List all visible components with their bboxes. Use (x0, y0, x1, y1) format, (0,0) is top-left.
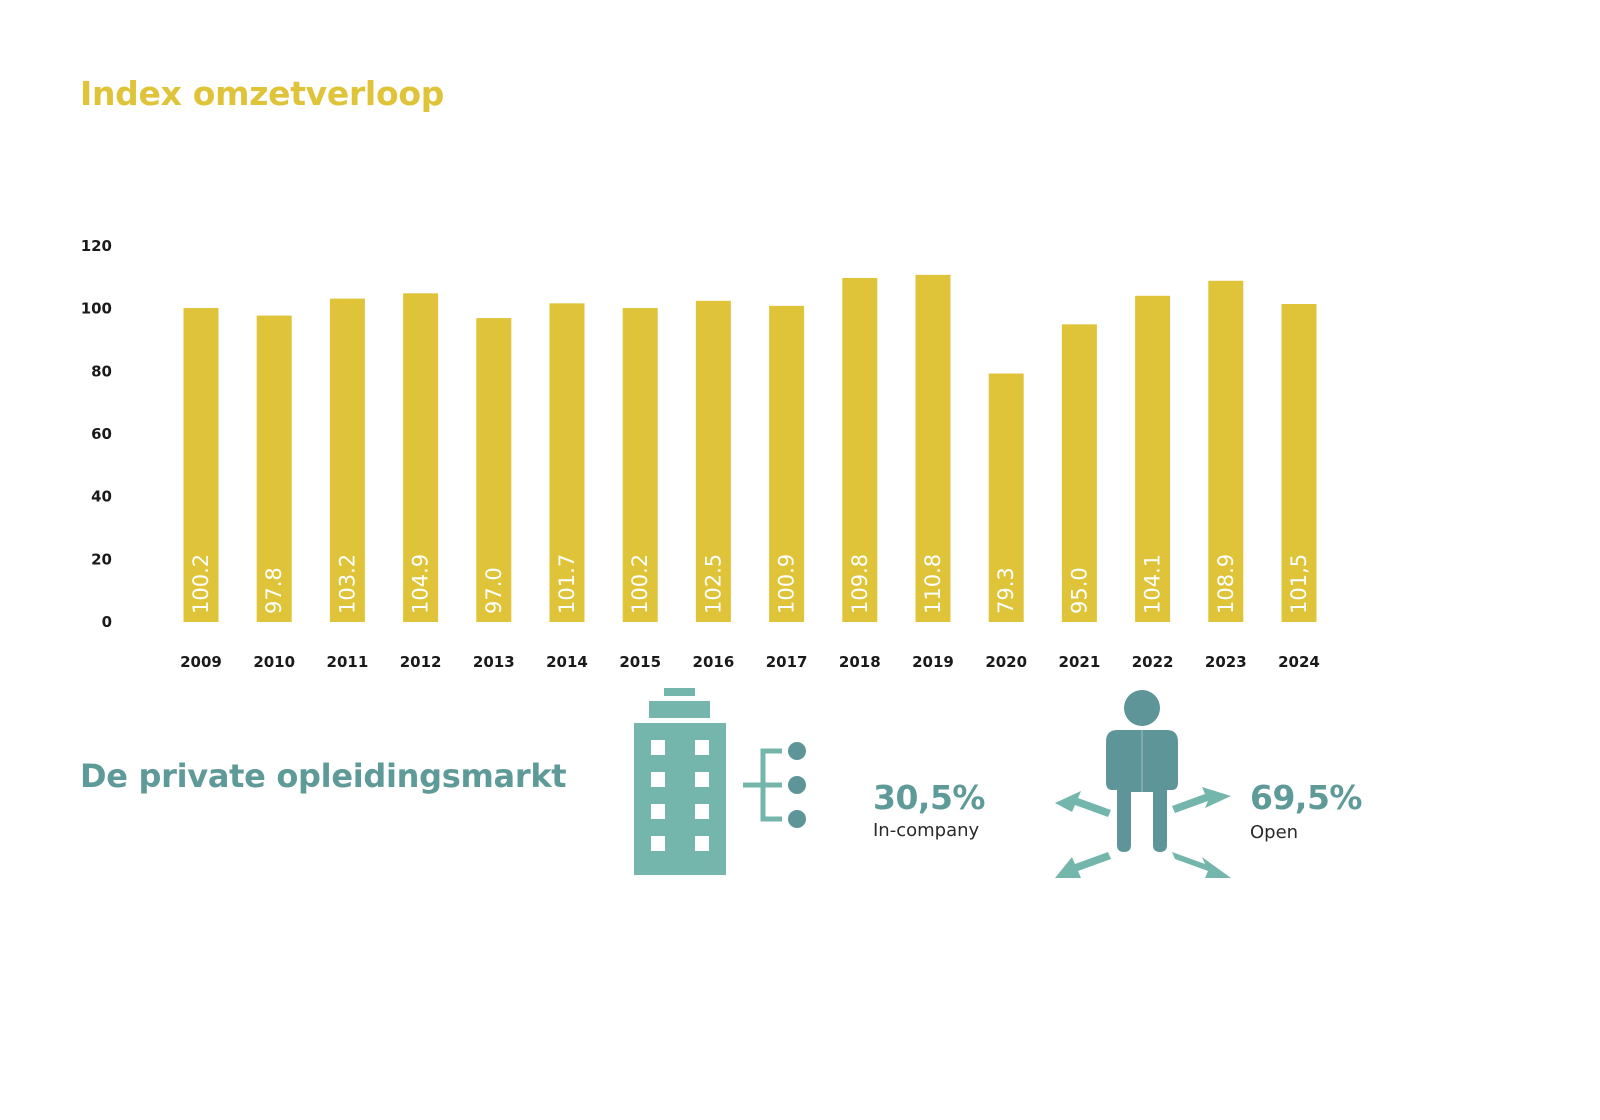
data-label-2019: 110.8 (921, 554, 945, 614)
bar-2016 (695, 300, 731, 622)
x-tick-label-2020: 2020 (985, 653, 1027, 671)
bar-2009 (183, 308, 219, 622)
data-label-2010: 97.8 (262, 567, 286, 614)
x-tick-label-2017: 2017 (766, 653, 808, 671)
y-tick-label: 0 (102, 613, 112, 631)
x-tick-label-2015: 2015 (619, 653, 661, 671)
x-tick-label-2012: 2012 (400, 653, 442, 671)
open-label: Open (1250, 822, 1299, 843)
bar-2018 (842, 277, 878, 622)
bar-2023 (1208, 280, 1244, 622)
x-axis: 2009 2010 2011 2012 2013 2014 2015 2016 2017 2018… (180, 653, 1320, 671)
y-tick-label: 20 (91, 550, 112, 568)
data-label-2015: 100.2 (628, 554, 652, 614)
bars (183, 274, 1317, 622)
x-tick-label-2021: 2021 (1059, 653, 1101, 671)
bar-2024 (1281, 303, 1317, 622)
data-label-2017: 100.9 (775, 554, 799, 614)
bar-2012 (403, 293, 439, 622)
bar-2020 (988, 373, 1024, 622)
x-tick-label-2011: 2011 (327, 653, 369, 671)
y-tick-label: 60 (91, 425, 112, 443)
data-label-2012: 104.9 (409, 554, 433, 614)
bar-2014 (549, 303, 585, 622)
x-tick-label-2024: 2024 (1278, 653, 1320, 671)
data-labels: 100.2 97.8 103.2 104.9 97.0 101.7 100.2 102.5 10… (189, 554, 1311, 614)
section-title: De private opleidingsmarkt (80, 757, 567, 795)
x-tick-label-2009: 2009 (180, 653, 222, 671)
open-percentage: 69,5% (1250, 778, 1363, 817)
incompany-percentage: 30,5% (873, 778, 986, 817)
data-label-2018: 109.8 (848, 554, 872, 614)
x-tick-label-2019: 2019 (912, 653, 954, 671)
bar-2011 (329, 298, 365, 622)
x-tick-label-2013: 2013 (473, 653, 515, 671)
incompany-label: In-company (873, 820, 980, 841)
x-tick-label-2010: 2010 (253, 653, 295, 671)
data-label-2009: 100.2 (189, 554, 213, 614)
data-label-2022: 104.1 (1141, 554, 1165, 614)
bar-2017 (769, 305, 805, 622)
office-building-icon (634, 688, 806, 875)
data-label-2021: 95.0 (1067, 567, 1091, 614)
x-tick-label-2018: 2018 (839, 653, 881, 671)
data-label-2011: 103.2 (335, 554, 359, 614)
data-label-2016: 102.5 (701, 554, 725, 614)
bar-2019 (915, 274, 951, 622)
data-label-2023: 108.9 (1214, 554, 1238, 614)
bar-2013 (476, 318, 512, 622)
chart-title: Index omzetverloop (80, 74, 445, 113)
bar-2010 (256, 315, 292, 622)
data-label-2013: 97.0 (482, 567, 506, 614)
x-tick-label-2022: 2022 (1132, 653, 1174, 671)
person-arrows-icon (1055, 690, 1231, 878)
y-tick-label: 80 (91, 362, 112, 380)
x-tick-label-2023: 2023 (1205, 653, 1247, 671)
y-tick-label: 100 (81, 300, 112, 318)
y-tick-label: 40 (91, 488, 112, 506)
y-tick-label: 120 (81, 237, 112, 255)
x-tick-label-2014: 2014 (546, 653, 588, 671)
bar-2015 (622, 308, 658, 622)
y-axis: 0 20 40 60 80 100 120 (81, 237, 112, 631)
x-tick-label-2016: 2016 (693, 653, 735, 671)
bar-2021 (1061, 324, 1097, 622)
data-label-2024: 101,5 (1287, 554, 1311, 614)
data-label-2014: 101.7 (555, 554, 579, 614)
bar-2022 (1135, 295, 1171, 622)
data-label-2020: 79.3 (994, 567, 1018, 614)
